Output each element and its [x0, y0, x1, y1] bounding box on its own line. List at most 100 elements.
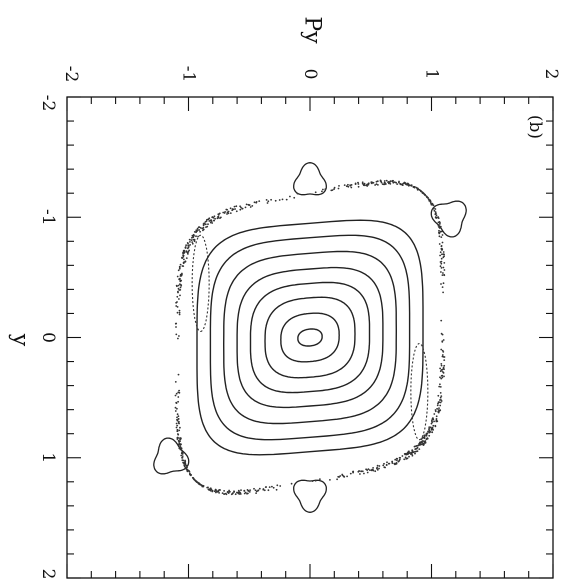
chaotic-point [343, 184, 346, 187]
chaotic-point [213, 219, 216, 222]
chaotic-point [395, 457, 398, 460]
chaotic-point [188, 245, 190, 247]
chaotic-point [413, 186, 416, 189]
chaotic-point [228, 489, 231, 492]
chaotic-point [211, 222, 214, 224]
chaotic-point [441, 333, 444, 336]
chaotic-point [175, 402, 178, 404]
chaotic-point [408, 455, 410, 458]
chaotic-point [185, 466, 188, 468]
chaotic-point [279, 485, 282, 487]
chaotic-point [226, 213, 228, 215]
chaotic-point [337, 187, 340, 190]
chaotic-point [232, 208, 235, 211]
chaotic-point [433, 420, 435, 423]
chaotic-point [439, 404, 442, 407]
chaotic-point [208, 488, 210, 491]
chaotic-point [179, 286, 182, 289]
chaotic-point [255, 490, 258, 493]
chaotic-point [440, 395, 443, 397]
chaotic-point [442, 251, 445, 253]
chaotic-point [442, 272, 444, 274]
chaotic-point [179, 263, 182, 266]
chaotic-point [422, 444, 425, 446]
chaotic-point [176, 285, 178, 288]
chaotic-point [411, 454, 414, 457]
chaotic-point [439, 230, 442, 233]
chaotic-point [249, 206, 252, 208]
chaotic-point [440, 319, 443, 322]
chaotic-point [439, 386, 442, 388]
chaotic-point [265, 486, 267, 488]
chaotic-point [229, 212, 232, 215]
chaotic-point [406, 457, 409, 460]
chaotic-point [248, 204, 251, 207]
chaotic-point [218, 492, 221, 494]
chaotic-point [262, 488, 265, 490]
py-tick-label: 2 [541, 69, 561, 80]
chaotic-point [439, 254, 441, 257]
chaotic-point [188, 238, 191, 241]
chaotic-point [442, 253, 445, 256]
chaotic-point [440, 245, 443, 248]
chaotic-point [174, 381, 177, 383]
chaotic-point [361, 181, 364, 184]
chaotic-point [362, 183, 365, 186]
chaotic-point [175, 333, 178, 336]
chaotic-point [253, 487, 255, 490]
chaotic-point [396, 459, 398, 462]
chaotic-point [176, 418, 178, 421]
chaotic-point [404, 453, 407, 456]
chaotic-point [285, 198, 288, 201]
chaotic-point [427, 430, 429, 433]
chaotic-point [201, 227, 204, 230]
chaotic-point [441, 286, 444, 288]
chaotic-point [391, 462, 394, 464]
chaotic-point [180, 437, 182, 440]
chaotic-point [428, 427, 431, 430]
chaotic-point [198, 229, 201, 231]
chaotic-point [423, 434, 426, 437]
chaotic-point [439, 367, 441, 370]
chaotic-point [253, 201, 256, 204]
chaotic-point [230, 493, 233, 496]
chaotic-point [270, 198, 272, 201]
y-tick-label: -2 [38, 95, 58, 112]
chaotic-point [178, 447, 181, 450]
chaotic-point [438, 231, 441, 234]
elongated-island [410, 342, 429, 441]
chaotic-point [411, 453, 413, 455]
chaotic-point [255, 492, 257, 494]
chaotic-point [363, 472, 365, 475]
chaotic-point [181, 456, 184, 459]
chaotic-point [184, 246, 187, 249]
chaotic-point [425, 195, 428, 198]
chaotic-point [186, 469, 189, 471]
chaotic-point [178, 298, 180, 300]
invariant-torus [196, 219, 424, 456]
chaotic-point [176, 413, 179, 416]
chaotic-point [175, 426, 178, 429]
chaotic-point [241, 207, 244, 210]
chaotic-point [174, 394, 177, 397]
chaotic-point [276, 484, 279, 487]
chaotic-point [437, 216, 439, 218]
chaotic-point [440, 257, 443, 260]
chaotic-point [441, 376, 444, 379]
chaotic-point [177, 287, 180, 290]
chaotic-point [399, 457, 402, 459]
y-tick-label: 2 [38, 569, 58, 580]
chaotic-point [431, 431, 434, 434]
chaotic-point [354, 182, 357, 185]
chaotic-point [357, 183, 360, 185]
chaotic-point [239, 493, 242, 495]
chaotic-point [350, 186, 353, 189]
chaotic-point [432, 424, 435, 427]
chaotic-point [254, 489, 257, 492]
chaotic-point [443, 255, 445, 258]
chaotic-point [439, 401, 442, 404]
chaotic-point [237, 489, 240, 492]
chaotic-point [179, 289, 182, 291]
chaotic-point [440, 363, 443, 365]
